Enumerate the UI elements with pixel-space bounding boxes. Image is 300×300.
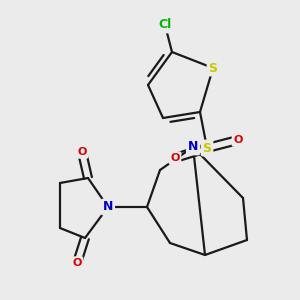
Text: Cl: Cl — [158, 19, 172, 32]
Text: N: N — [103, 200, 113, 214]
Text: O: O — [77, 147, 87, 157]
Text: O: O — [72, 258, 82, 268]
Text: N: N — [188, 140, 198, 154]
Text: O: O — [233, 135, 243, 145]
Text: S: S — [208, 61, 217, 74]
Text: S: S — [202, 142, 211, 154]
Text: O: O — [170, 153, 180, 163]
